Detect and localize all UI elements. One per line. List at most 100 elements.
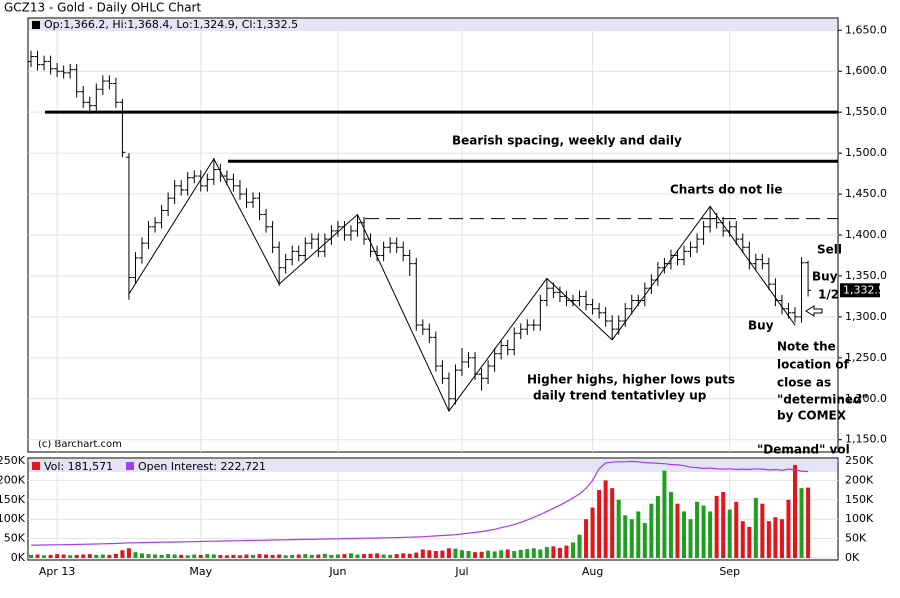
annotation: Sell bbox=[817, 243, 842, 257]
y-tick-label: 1,650.0 bbox=[845, 23, 887, 36]
volume-bar bbox=[655, 495, 660, 558]
y-tick-label: 1,300.0 bbox=[845, 310, 887, 323]
volume-bar bbox=[577, 534, 582, 558]
volume-bar bbox=[368, 553, 373, 558]
x-tick-label: Apr 13 bbox=[39, 565, 76, 578]
volume-bar bbox=[61, 554, 66, 558]
volume-bar bbox=[381, 554, 386, 558]
volume-bar bbox=[786, 499, 791, 558]
volume-bar bbox=[179, 554, 184, 558]
volume-bar bbox=[486, 550, 491, 558]
volume-bar bbox=[747, 526, 752, 558]
y-tick-label: 50K bbox=[4, 532, 26, 545]
volume-bar bbox=[29, 554, 33, 558]
header-band bbox=[29, 19, 837, 31]
volume-bar bbox=[479, 551, 484, 558]
volume-bar bbox=[251, 554, 256, 558]
volume-legend-band bbox=[29, 459, 837, 472]
volume-bar bbox=[695, 501, 700, 558]
volume-bar bbox=[616, 499, 621, 558]
volume-bar bbox=[342, 554, 347, 558]
volume-bar bbox=[793, 464, 798, 558]
y-tick-label: 1,450.0 bbox=[845, 187, 887, 200]
volume-bar bbox=[551, 546, 556, 558]
x-tick-label: Aug bbox=[582, 565, 603, 578]
annotation: "Demand" vol bbox=[757, 443, 850, 457]
volume-bar bbox=[721, 492, 726, 558]
volume-bar bbox=[283, 555, 288, 558]
legend-swatch bbox=[126, 462, 134, 470]
volume-bar bbox=[512, 551, 517, 558]
volume-bar bbox=[584, 519, 589, 558]
annotation: "determined" bbox=[777, 393, 868, 407]
volume-bar bbox=[727, 509, 732, 558]
x-tick-label: Sep bbox=[719, 565, 740, 578]
volume-bar bbox=[218, 554, 223, 558]
last-price-box bbox=[840, 283, 880, 298]
chart-title: GCZ13 - Gold - Daily OHLC Chart bbox=[4, 1, 201, 15]
volume-bar bbox=[590, 507, 595, 558]
open-interest-line bbox=[30, 460, 809, 546]
volume-bar bbox=[799, 488, 804, 558]
volume-bar bbox=[81, 554, 86, 558]
volume-bar bbox=[120, 550, 125, 558]
volume-bar bbox=[433, 551, 438, 558]
volume-bar bbox=[146, 554, 151, 558]
volume-bar bbox=[610, 488, 615, 558]
volume-bar bbox=[303, 554, 308, 558]
volume-bar bbox=[237, 555, 242, 558]
y-tick-label: 1,250.0 bbox=[845, 351, 887, 364]
volume-bar bbox=[224, 555, 229, 558]
x-tick-label: Jun bbox=[328, 565, 346, 578]
y-tick-label: 1,550.0 bbox=[845, 105, 887, 118]
volume-bar bbox=[55, 554, 60, 558]
x-tick-label: May bbox=[189, 565, 212, 578]
y-tick-label: 200K bbox=[0, 473, 26, 486]
volume-bar bbox=[329, 554, 334, 558]
volume-bar bbox=[309, 554, 314, 558]
y-tick-label: 0K bbox=[11, 551, 26, 564]
volume-bar bbox=[362, 554, 367, 558]
volume-bar bbox=[335, 554, 340, 558]
volume-bar bbox=[244, 554, 249, 558]
volume-bar bbox=[682, 511, 686, 558]
annotation: close as bbox=[777, 376, 831, 390]
volume-bar bbox=[322, 553, 327, 558]
volume-bar bbox=[649, 503, 654, 558]
volume-bar bbox=[153, 554, 158, 558]
last-price-label: 1,332.5 bbox=[843, 283, 885, 296]
volume-bar bbox=[277, 554, 282, 558]
volume-bar bbox=[394, 554, 399, 558]
volume-bar bbox=[290, 554, 295, 558]
y-tick-label: 0K bbox=[845, 551, 860, 564]
y-tick-label: 150K bbox=[845, 493, 874, 506]
volume-bar bbox=[675, 503, 680, 558]
volume-bar bbox=[107, 554, 112, 558]
volume-bar bbox=[296, 554, 301, 558]
volume-bar bbox=[779, 519, 784, 558]
volume-bar bbox=[348, 553, 353, 558]
source: (c) Barchart.com bbox=[38, 439, 122, 450]
volume-bar bbox=[668, 492, 673, 558]
y-tick-label: 1,600.0 bbox=[845, 64, 887, 77]
volume-bar bbox=[662, 470, 667, 558]
y-tick-label: 1,200.0 bbox=[845, 392, 887, 405]
volume-bar bbox=[531, 548, 536, 558]
y-tick-label: 1,150.0 bbox=[845, 433, 887, 446]
volume-bar bbox=[257, 554, 262, 558]
volume-bar bbox=[505, 549, 510, 558]
volume-bar bbox=[172, 554, 177, 558]
volume-bar bbox=[806, 487, 811, 558]
volume-bar bbox=[440, 550, 445, 558]
annotation: by COMEX bbox=[777, 409, 847, 423]
volume-bar bbox=[570, 542, 575, 558]
legend-label: Open Interest: 222,721 bbox=[138, 460, 266, 473]
annotation: 1/2 bbox=[818, 288, 839, 302]
volume-bar bbox=[140, 553, 145, 558]
annotation: Buy bbox=[812, 270, 838, 284]
volume-bar bbox=[166, 554, 171, 558]
volume-bar bbox=[407, 553, 412, 558]
volume-bar bbox=[205, 554, 210, 558]
volume-bar bbox=[375, 553, 380, 558]
